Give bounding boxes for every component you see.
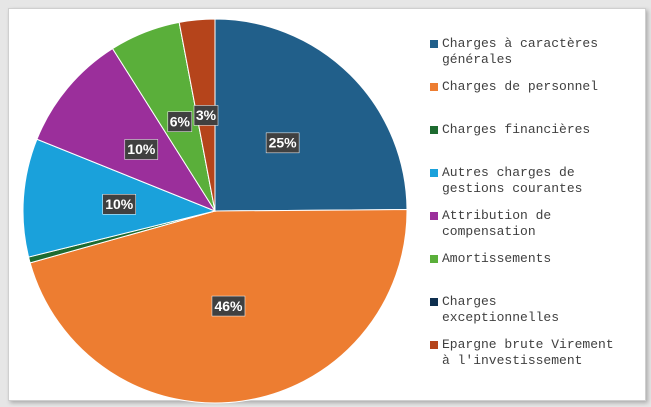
- pie-slice: [36, 47, 217, 213]
- data-label-box: [211, 295, 246, 317]
- legend-swatch: [430, 126, 438, 134]
- legend-swatch: [430, 40, 438, 48]
- legend-label: Amortissements: [442, 251, 552, 266]
- data-label-box: [102, 194, 136, 215]
- legend-swatch: [430, 298, 438, 306]
- legend-item: Charges financières: [430, 122, 614, 165]
- legend-label: Epargne brute Virement à l'investissemen…: [442, 337, 614, 368]
- legend-label: Autres charges de gestions courantes: [442, 165, 583, 196]
- legend-label: Charges financières: [442, 122, 591, 137]
- legend-item: Charges exceptionnelles: [430, 294, 614, 337]
- legend-swatch: [430, 255, 438, 263]
- data-label: 10%: [127, 141, 156, 157]
- legend-item: Epargne brute Virement à l'investissemen…: [430, 337, 614, 380]
- data-label-box: [193, 105, 219, 126]
- legend-swatch: [430, 169, 438, 177]
- legend-item: Charges de personnel: [430, 79, 614, 122]
- data-label: 10%: [105, 196, 134, 212]
- legend-item: Autres charges de gestions courantes: [430, 165, 614, 208]
- data-label-box: [124, 139, 159, 160]
- legend-item: Amortissements: [430, 251, 614, 294]
- legend-label: Charges de personnel: [442, 79, 599, 94]
- data-label-box: [265, 132, 300, 154]
- legend-label: Attribution de compensation: [442, 208, 552, 239]
- data-label: 6%: [170, 113, 191, 129]
- data-label: 46%: [214, 298, 243, 314]
- legend: Charges à caractères générales Charges de…: [430, 36, 614, 380]
- legend-label: Charges exceptionnelles: [442, 294, 560, 325]
- legend-swatch: [430, 212, 438, 220]
- legend-swatch: [430, 83, 438, 91]
- data-label-box: [167, 111, 193, 132]
- legend-item: Charges à caractères générales: [430, 36, 614, 79]
- data-label: 3%: [196, 107, 217, 123]
- legend-item: Attribution de compensation: [430, 208, 614, 251]
- legend-label: Charges à caractères générales: [442, 36, 599, 67]
- data-label: 25%: [269, 135, 298, 151]
- pie-slice: [214, 18, 408, 212]
- legend-swatch: [430, 341, 438, 349]
